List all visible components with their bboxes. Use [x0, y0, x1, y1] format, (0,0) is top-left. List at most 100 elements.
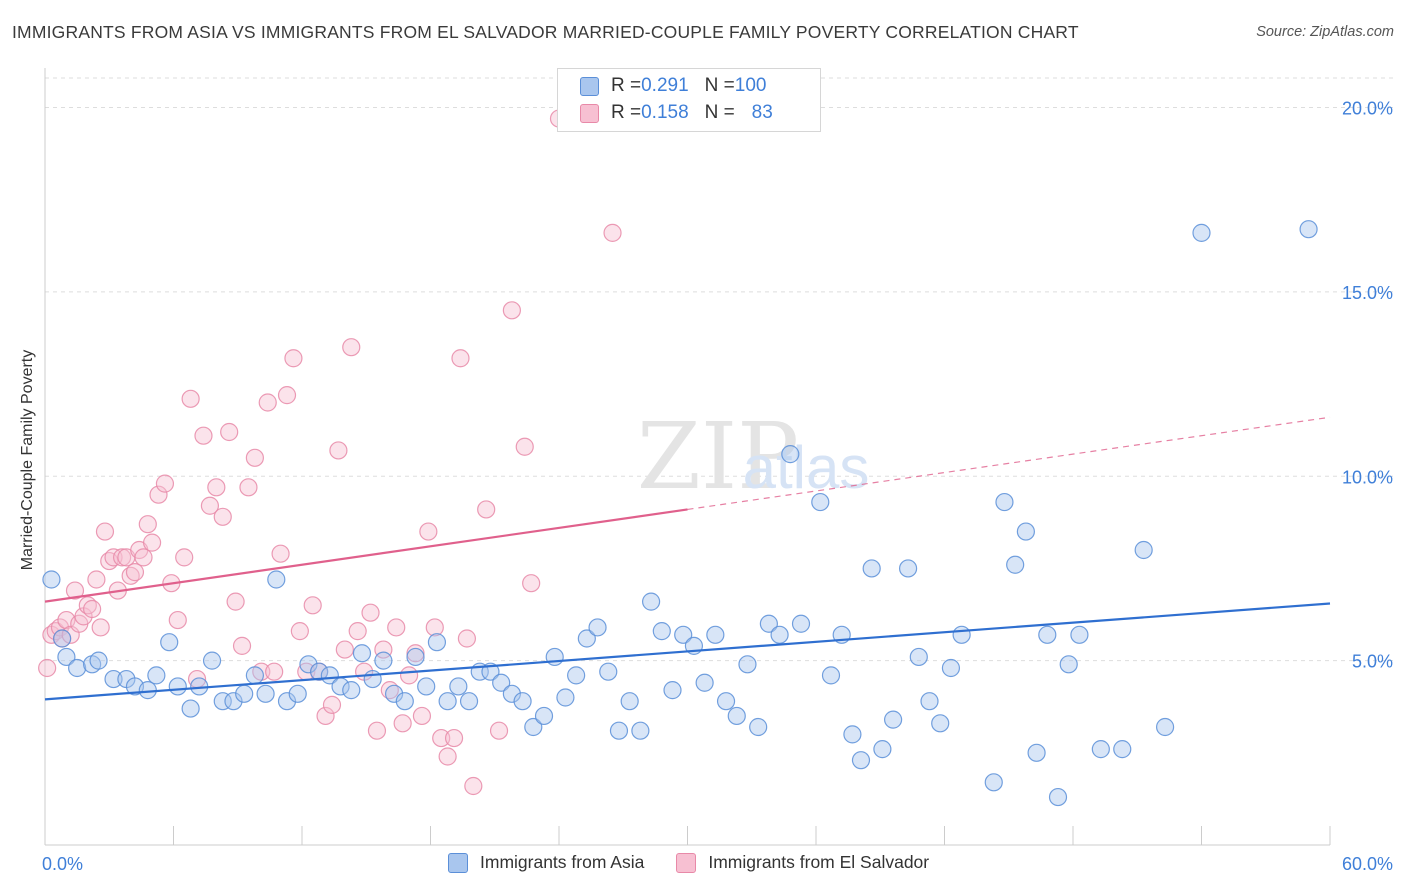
data-point-asia	[342, 681, 361, 700]
data-point-el-salvador	[175, 548, 194, 567]
data-point-asia	[695, 673, 714, 692]
data-point-el-salvador	[457, 629, 477, 648]
data-point-el-salvador	[329, 441, 348, 460]
data-point-asia	[89, 651, 108, 670]
r-label: R =	[611, 102, 642, 123]
data-point-asia	[202, 651, 222, 670]
data-point-asia	[821, 666, 841, 685]
data-point-el-salvador	[464, 776, 483, 796]
data-point-el-salvador	[322, 695, 342, 714]
data-point-asia	[663, 681, 682, 700]
data-point-asia	[449, 677, 468, 696]
data-point-asia	[545, 647, 564, 667]
data-point-el-salvador	[149, 485, 168, 504]
data-point-asia	[984, 773, 1003, 792]
data-point-el-salvador	[425, 618, 444, 637]
data-point-asia	[417, 677, 436, 696]
data-point-el-salvador	[335, 640, 354, 659]
data-point-el-salvador	[50, 618, 70, 637]
data-point-asia	[1113, 740, 1132, 759]
source-credit: Source: ZipAtlas.com	[1256, 24, 1394, 40]
data-point-asia	[556, 688, 575, 707]
data-point-el-salvador	[168, 610, 187, 630]
data-point-asia	[599, 662, 618, 681]
data-point-el-salvador	[207, 478, 226, 497]
data-point-asia	[791, 614, 811, 633]
data-point-el-salvador	[265, 662, 284, 681]
stats-row-el-salvador: R = 0.158 N = 83	[580, 101, 773, 125]
data-point-el-salvador	[361, 603, 380, 622]
y-tick-label: 10.0%	[1342, 467, 1393, 487]
data-point-asia	[851, 751, 871, 770]
data-point-el-salvador	[245, 448, 264, 467]
data-point-asia	[952, 625, 971, 644]
data-point-el-salvador	[348, 622, 367, 641]
data-point-el-salvador	[342, 338, 361, 357]
data-point-asia	[759, 614, 778, 633]
data-point-el-salvador	[290, 622, 309, 641]
data-point-el-salvador	[226, 592, 245, 611]
watermark-zip: ZIP	[637, 403, 799, 510]
axes	[44, 68, 1331, 846]
data-point-asia	[310, 662, 329, 681]
data-point-asia	[931, 714, 950, 733]
y-tick-label: 15.0%	[1342, 283, 1393, 303]
tick-labels: 5.0% 10.0% 15.0% 20.0% 0.0% 60.0%	[42, 99, 1393, 875]
data-point-asia	[68, 658, 87, 678]
n-value-el-salvador: 83	[751, 102, 773, 123]
data-point-asia	[147, 666, 166, 685]
data-point-el-salvador	[387, 618, 406, 637]
data-point-el-salvador	[213, 507, 232, 526]
legend-label-asia: Immigrants from Asia	[480, 852, 645, 872]
data-point-asia	[181, 699, 200, 718]
data-point-asia	[160, 633, 179, 652]
data-point-asia	[363, 669, 382, 689]
legend-item-asia[interactable]: Immigrants from Asia	[448, 852, 644, 873]
data-point-asia	[567, 666, 586, 685]
points-el-salvador	[38, 109, 622, 796]
legend-item-el-salvador[interactable]: Immigrants from El Salvador	[676, 852, 929, 873]
data-point-asia	[213, 692, 232, 711]
legend-swatch-asia	[580, 76, 599, 96]
data-point-el-salvador	[489, 721, 509, 740]
legend-swatch-el-salvador	[676, 852, 697, 873]
data-point-asia	[1059, 655, 1078, 674]
data-point-asia	[781, 445, 800, 464]
data-point-asia	[288, 684, 307, 703]
trend-line-el-salvador-projected	[687, 416, 1331, 511]
data-point-el-salvador	[200, 496, 220, 515]
data-point-asia	[224, 692, 243, 711]
r-value-asia: 0.291	[641, 75, 689, 96]
data-point-el-salvador	[112, 548, 132, 567]
data-point-asia	[235, 684, 254, 703]
data-point-asia	[1038, 625, 1057, 644]
data-point-asia	[1027, 743, 1046, 762]
data-point-asia	[267, 570, 286, 589]
data-point-el-salvador	[258, 393, 277, 412]
data-point-asia	[995, 492, 1014, 512]
data-point-asia	[727, 706, 746, 726]
data-point-el-salvador	[87, 570, 106, 589]
y-tick-label: 20.0%	[1342, 99, 1393, 119]
data-point-el-salvador	[277, 386, 297, 405]
x-tick-label-min: 0.0%	[42, 854, 83, 874]
data-point-el-salvador	[316, 706, 335, 726]
data-point-el-salvador	[438, 747, 457, 766]
data-point-asia	[256, 684, 275, 703]
data-point-el-salvador	[412, 706, 432, 726]
data-point-el-salvador	[303, 596, 322, 615]
data-point-asia	[1192, 223, 1211, 242]
data-point-asia	[1006, 555, 1025, 574]
legend-label-el-salvador: Immigrants from El Salvador	[708, 852, 930, 872]
data-point-asia	[1299, 220, 1318, 239]
data-point-asia	[716, 692, 736, 711]
data-point-asia	[941, 658, 961, 678]
data-point-asia	[492, 673, 511, 692]
data-point-el-salvador	[95, 522, 115, 541]
data-point-asia	[588, 618, 607, 637]
data-point-asia	[53, 629, 72, 648]
data-point-el-salvador	[65, 581, 85, 600]
watermark-atlas: atlas	[743, 434, 870, 501]
data-point-asia	[384, 684, 404, 703]
data-point-asia	[674, 625, 693, 644]
